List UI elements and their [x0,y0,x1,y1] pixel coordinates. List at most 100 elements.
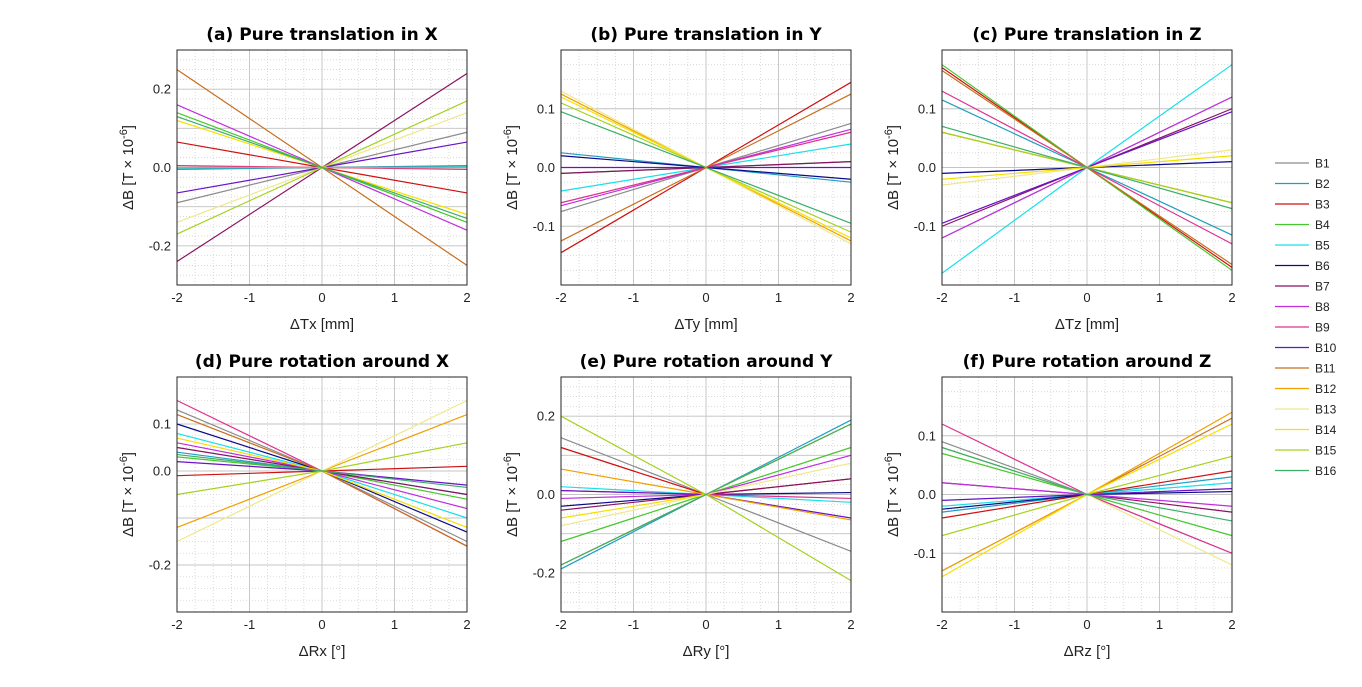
x-tick-label: 1 [391,617,398,632]
series-line-b16 [560,111,852,224]
legend-item: B6 [1275,259,1330,273]
x-tick-label: 1 [1156,617,1163,632]
chart-title: (b) Pure translation in Y [590,25,822,45]
y-tick-label: 0.0 [537,487,555,502]
x-axis-label: ΔTz [mm] [1055,316,1119,333]
legend-item: B13 [1275,403,1337,417]
y-tick-label: 0.0 [918,160,936,175]
legend: B1 B2 B3 B4 B5 B6 B7 B8 B9 B10 B11 B12 B13 B14 B15 B16 [1268,152,1348,484]
x-tick-label: 0 [702,290,709,305]
x-tick-label: 2 [463,290,470,305]
legend-label: B11 [1315,362,1336,376]
panel-6: -2 -1 0 1 2 -0.1 0.0 0.1 (f) Pure rotation aroun… [883,352,1236,660]
legend-label: B4 [1315,218,1330,232]
chart-title: (d) Pure rotation around X [195,352,449,372]
legend-label: B3 [1315,198,1330,212]
legend-item: B10 [1275,341,1337,355]
x-tick-label: -2 [555,290,567,305]
legend-item: B9 [1275,321,1330,335]
legend-label: B10 [1315,341,1337,355]
x-axis-label: ΔRz [°] [1064,643,1111,660]
y-tick-label: -0.1 [914,546,936,561]
plot-frame [941,376,1233,613]
legend-label: B15 [1315,444,1337,458]
legend-label: B8 [1315,300,1330,314]
series-group [176,69,468,266]
legend-item: B11 [1275,362,1336,376]
x-axis-label: ΔTy [mm] [674,316,737,333]
x-tick-label: -1 [244,290,256,305]
series-group [941,411,1233,578]
legend-item: B14 [1275,423,1337,437]
series-line-b16 [941,125,1233,210]
y-tick-label: 0.1 [918,428,936,443]
x-tick-label: 0 [702,617,709,632]
legend-item: B2 [1275,177,1330,191]
x-tick-label: 0 [318,617,325,632]
chart-title: (e) Pure rotation around Y [580,352,834,372]
chart-title: (f) Pure rotation around Z [963,352,1212,372]
x-axis-label: ΔTx [mm] [290,316,354,333]
legend-label: B14 [1315,423,1337,437]
legend-item: B1 [1275,157,1330,171]
legend-label: B16 [1315,464,1337,478]
x-tick-label: -1 [244,617,256,632]
legend-label: B7 [1315,280,1330,294]
series-line-b16 [176,453,468,489]
y-axis-label: ΔB [T × 10-6] [502,452,521,537]
panel-1: -2 -1 0 1 2 -0.2 0.0 0.2 (a) Pure translation in… [118,25,471,333]
y-tick-label: -0.1 [533,219,555,234]
panel-3: -2 -1 0 1 2 -0.1 0.0 0.1 (c) Pure translation in… [883,25,1236,333]
plot-frame [176,376,468,613]
series-line-b16 [560,423,852,566]
legend-item: B8 [1275,300,1330,314]
x-tick-label: -1 [628,290,640,305]
y-tick-label: 0.0 [153,160,171,175]
x-tick-label: 2 [847,617,854,632]
legend-item: B5 [1275,239,1330,253]
y-tick-label: 0.0 [153,464,171,479]
legend-label: B6 [1315,259,1330,273]
plot-frame [941,49,1233,286]
x-tick-label: -2 [555,617,567,632]
x-tick-label: -2 [936,290,948,305]
x-tick-label: -2 [171,290,183,305]
legend-label: B12 [1315,382,1337,396]
x-tick-label: 2 [1228,617,1235,632]
y-tick-label: 0.1 [153,417,171,432]
y-tick-label: 0.1 [537,101,555,116]
grid [560,376,852,612]
x-tick-label: 1 [1156,290,1163,305]
x-tick-label: -1 [1009,617,1021,632]
chart-title: (a) Pure translation in X [206,25,437,45]
x-tick-label: 0 [1083,617,1090,632]
x-tick-label: 2 [1228,290,1235,305]
y-axis-label: ΔB [T × 10-6] [502,125,521,210]
legend-label: B5 [1315,239,1330,253]
y-tick-label: -0.2 [149,238,171,253]
x-tick-label: -2 [936,617,948,632]
x-tick-label: 1 [391,290,398,305]
y-tick-label: -0.2 [533,565,555,580]
grid [941,49,1233,286]
y-tick-label: 0.1 [918,101,936,116]
grid [176,376,468,612]
plot-frame [560,376,852,613]
legend-label: B1 [1315,157,1330,171]
x-tick-label: 2 [847,290,854,305]
legend-item: B7 [1275,280,1330,294]
legend-item: B16 [1275,464,1337,478]
y-axis-label: ΔB [T × 10-6] [118,452,137,537]
y-tick-label: 0.0 [537,160,555,175]
legend-label: B9 [1315,321,1330,335]
series-group [560,415,852,582]
legend-label: B13 [1315,403,1337,417]
chart-title: (c) Pure translation in Z [972,25,1201,45]
panel-2: -2 -1 0 1 2 -0.1 0.0 0.1 (b) Pure translation in… [502,25,855,333]
y-axis-label: ΔB [T × 10-6] [883,125,902,210]
panel-4: -2 -1 0 1 2 -0.2 0.0 0.1 (d) Pure rotation aroun… [118,352,471,660]
series-group [176,399,468,547]
series-group [560,81,852,254]
series-line-b16 [941,446,1233,522]
